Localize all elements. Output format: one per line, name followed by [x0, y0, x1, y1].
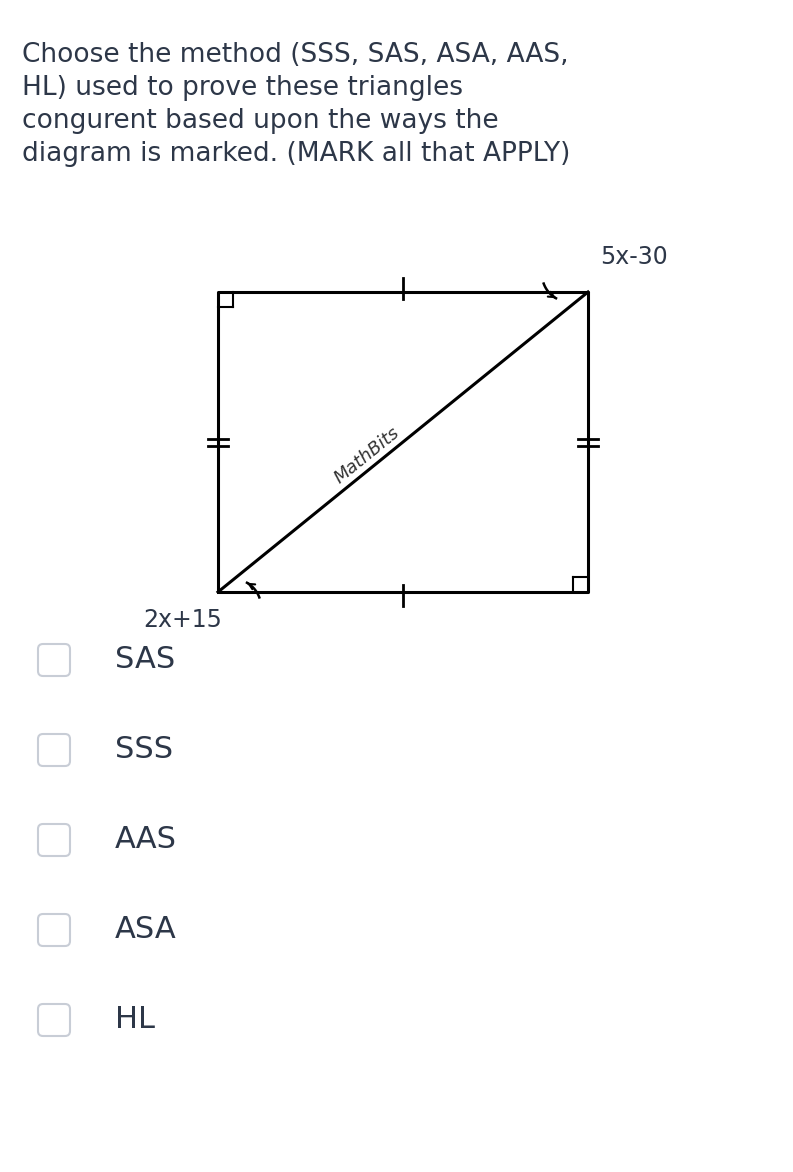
Text: Choose the method (SSS, SAS, ASA, AAS,
HL) used to prove these triangles
congure: Choose the method (SSS, SAS, ASA, AAS, H… — [22, 42, 570, 166]
Text: 2x+15: 2x+15 — [143, 608, 222, 632]
Text: 5x-30: 5x-30 — [600, 245, 668, 270]
Text: MathBits: MathBits — [331, 423, 404, 486]
Text: SAS: SAS — [115, 646, 175, 675]
Text: AAS: AAS — [115, 825, 177, 854]
FancyBboxPatch shape — [38, 734, 70, 766]
Text: ASA: ASA — [115, 915, 177, 945]
FancyBboxPatch shape — [38, 1004, 70, 1036]
FancyBboxPatch shape — [38, 914, 70, 946]
Text: HL: HL — [115, 1006, 155, 1035]
Text: SSS: SSS — [115, 736, 173, 764]
FancyBboxPatch shape — [38, 824, 70, 856]
FancyBboxPatch shape — [38, 643, 70, 676]
